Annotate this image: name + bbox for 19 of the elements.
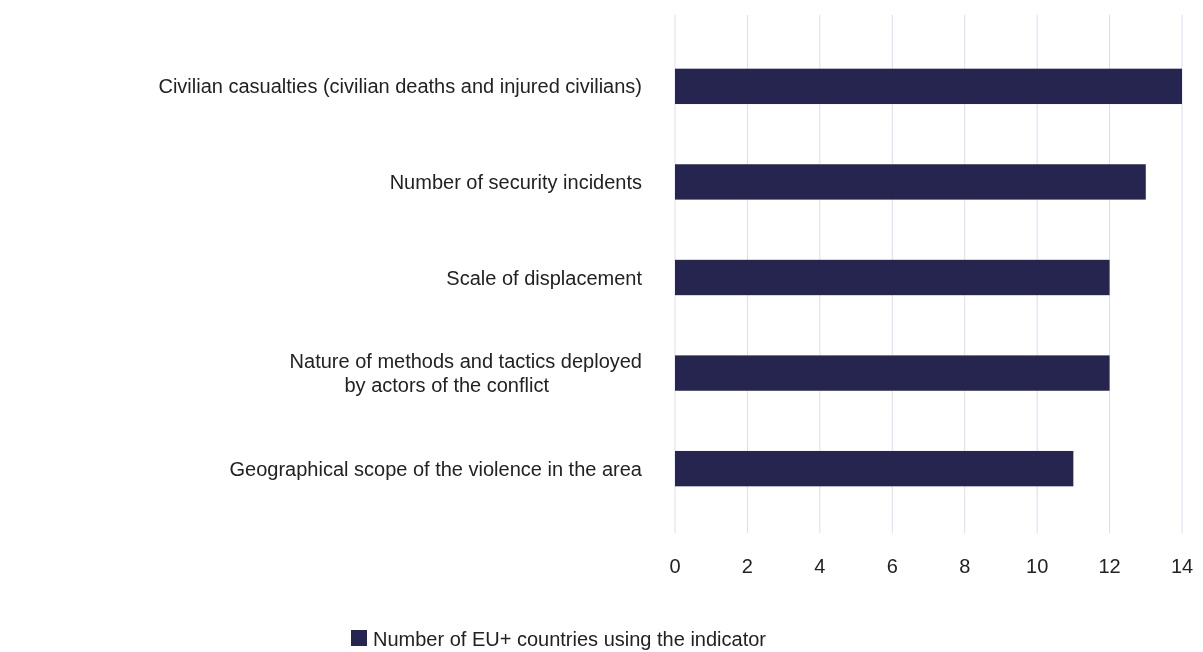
y-tick-label: Geographical scope of the violence in the area [229, 457, 643, 480]
legend-label: Number of EU+ countries using the indicator [373, 628, 767, 650]
bar [675, 68, 1182, 105]
x-tick-label: 8 [959, 555, 971, 577]
x-tick-label: 0 [669, 555, 681, 577]
x-tick-label: 14 [1170, 555, 1194, 577]
y-tick-label: Nature of methods and tactics deployed by actors of the conflict [289, 350, 642, 397]
x-tick-label: 12 [1098, 555, 1121, 577]
y-tick-label: Scale of displacement [446, 266, 643, 289]
bar [675, 355, 1110, 391]
bar [675, 164, 1146, 200]
x-tick-label: 6 [886, 555, 898, 577]
bar [675, 259, 1110, 296]
x-tick-label: 2 [741, 555, 753, 577]
y-tick-label: Number of security incidents [389, 170, 642, 193]
x-tick-label: 4 [814, 555, 826, 577]
x-tick-label: 10 [1026, 555, 1049, 577]
bar [675, 450, 1074, 487]
y-tick-label: Civilian casualties (civilian deaths and injured civilians) [158, 75, 642, 98]
